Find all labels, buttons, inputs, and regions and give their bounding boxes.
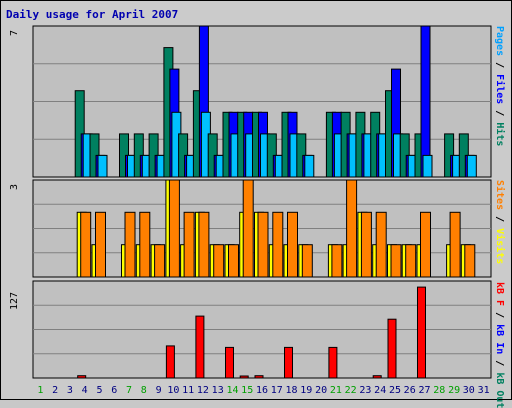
panel3-legend-part-2: kB In bbox=[494, 324, 505, 355]
bar-sites-day-24 bbox=[375, 211, 387, 278]
bar-pages-day-19 bbox=[304, 154, 315, 178]
x-tick-label-day-28: 28 bbox=[433, 385, 445, 396]
x-tick-label-day-2: 2 bbox=[52, 385, 58, 396]
x-tick-label-day-22: 22 bbox=[345, 385, 357, 396]
x-tick-label-day-10: 10 bbox=[167, 385, 179, 396]
panel3-legend-part-0: kB F bbox=[494, 282, 505, 307]
x-tick-label-day-25: 25 bbox=[389, 385, 401, 396]
panel-2-ymax-label: 3 bbox=[9, 184, 20, 190]
bar-sites-day-26 bbox=[405, 244, 417, 278]
bar-kb-f-day-12 bbox=[195, 315, 205, 379]
bar-kb-f-day-24 bbox=[372, 375, 382, 379]
bar-sites-day-27 bbox=[420, 211, 431, 278]
x-tick-label-day-1: 1 bbox=[37, 385, 43, 396]
bar-kb-f-day-10 bbox=[165, 345, 175, 379]
bar-sites-day-19 bbox=[301, 244, 313, 278]
bar-kb-f-day-18 bbox=[284, 346, 293, 379]
x-tick-label-day-20: 20 bbox=[315, 385, 327, 396]
panel2-legend-part-0: Sites bbox=[494, 180, 505, 211]
x-tick-label-day-11: 11 bbox=[182, 385, 194, 396]
x-tick-label-day-30: 30 bbox=[463, 385, 475, 396]
x-tick-label-day-4: 4 bbox=[82, 385, 88, 396]
bar-kb-f-day-27 bbox=[417, 286, 426, 379]
bar-sites-day-30 bbox=[464, 244, 476, 278]
panel2-legend-part-2: Visits bbox=[494, 228, 505, 265]
x-tick-label-day-17: 17 bbox=[271, 385, 283, 396]
bar-kb-f-day-25 bbox=[387, 318, 397, 379]
x-tick-label-day-12: 12 bbox=[197, 385, 209, 396]
bar-sites-day-14 bbox=[228, 244, 239, 278]
x-tick-label-day-18: 18 bbox=[285, 385, 297, 396]
bar-sites-day-10 bbox=[168, 179, 180, 278]
bar-kb-f-day-4 bbox=[77, 375, 87, 379]
panel1-legend-part-4: Hits bbox=[494, 122, 505, 147]
bar-files-day-27 bbox=[420, 25, 431, 178]
panel2-legend-part-1: / bbox=[494, 210, 505, 229]
x-tick-label-day-14: 14 bbox=[226, 385, 238, 396]
bar-kb-f-day-14 bbox=[225, 346, 234, 379]
bar-sites-day-22 bbox=[346, 179, 358, 278]
bar-sites-day-17 bbox=[272, 211, 284, 278]
bar-sites-day-5 bbox=[95, 211, 106, 278]
panel1-legend-part-1: / bbox=[494, 56, 505, 75]
chart-title: Daily usage for April 2007 bbox=[6, 8, 179, 21]
bar-sites-day-8 bbox=[139, 211, 151, 278]
bar-sites-day-23 bbox=[360, 211, 372, 278]
bar-sites-day-16 bbox=[257, 211, 269, 278]
bar-kb-f-day-21 bbox=[328, 346, 338, 379]
x-tick-label-day-16: 16 bbox=[256, 385, 268, 396]
x-tick-label-day-6: 6 bbox=[111, 385, 117, 396]
panel1-legend-part-3: / bbox=[494, 104, 505, 123]
bar-kb-f-day-16 bbox=[254, 375, 264, 379]
x-tick-label-day-19: 19 bbox=[300, 385, 312, 396]
x-tick-label-day-23: 23 bbox=[359, 385, 371, 396]
bar-pages-day-5 bbox=[97, 154, 108, 178]
bar-sites-day-11 bbox=[183, 211, 195, 278]
x-tick-label-day-7: 7 bbox=[126, 385, 132, 396]
panel3-legend-part-3: / bbox=[494, 354, 505, 373]
x-tick-label-day-21: 21 bbox=[330, 385, 342, 396]
bar-kb-f-day-15 bbox=[239, 375, 249, 379]
panel1-legend-part-2: Files bbox=[494, 74, 505, 105]
x-tick-label-day-3: 3 bbox=[67, 385, 73, 396]
x-tick-label-day-9: 9 bbox=[156, 385, 162, 396]
bar-sites-day-7 bbox=[124, 211, 136, 278]
bar-sites-day-18 bbox=[287, 211, 298, 278]
x-tick-label-day-26: 26 bbox=[404, 385, 416, 396]
bar-sites-day-4 bbox=[80, 211, 92, 278]
bar-sites-day-21 bbox=[331, 244, 343, 278]
x-tick-label-day-31: 31 bbox=[478, 385, 490, 396]
panel3-legend-part-4: kB Out bbox=[494, 372, 505, 408]
bar-pages-day-30 bbox=[466, 154, 477, 178]
x-tick-label-day-24: 24 bbox=[374, 385, 386, 396]
x-tick-label-day-29: 29 bbox=[448, 385, 460, 396]
bar-sites-day-12 bbox=[198, 211, 210, 278]
bar-sites-day-9 bbox=[154, 244, 166, 278]
panel3-legend-part-1: / bbox=[494, 306, 505, 325]
bar-sites-day-13 bbox=[213, 244, 225, 278]
x-tick-label-day-5: 5 bbox=[96, 385, 102, 396]
panel3-legend: kB F / kB In / kB Out bbox=[494, 282, 505, 408]
panel-3-ymax-label: 127 bbox=[9, 292, 20, 310]
bar-pages-day-27 bbox=[422, 154, 433, 178]
x-tick-label-day-13: 13 bbox=[212, 385, 224, 396]
x-tick-label-day-8: 8 bbox=[141, 385, 147, 396]
bar-sites-day-29 bbox=[449, 211, 461, 278]
panel1-legend-part-0: Pages bbox=[494, 26, 505, 57]
panel2-legend: Sites / Visits bbox=[494, 180, 505, 264]
bar-sites-day-15 bbox=[242, 179, 254, 278]
panel-1-ymax-label: 7 bbox=[9, 30, 20, 36]
panel1-legend: Pages / Files / Hits bbox=[494, 26, 505, 146]
x-tick-label-day-27: 27 bbox=[418, 385, 430, 396]
bar-sites-day-25 bbox=[390, 244, 402, 278]
x-tick-label-day-15: 15 bbox=[241, 385, 253, 396]
